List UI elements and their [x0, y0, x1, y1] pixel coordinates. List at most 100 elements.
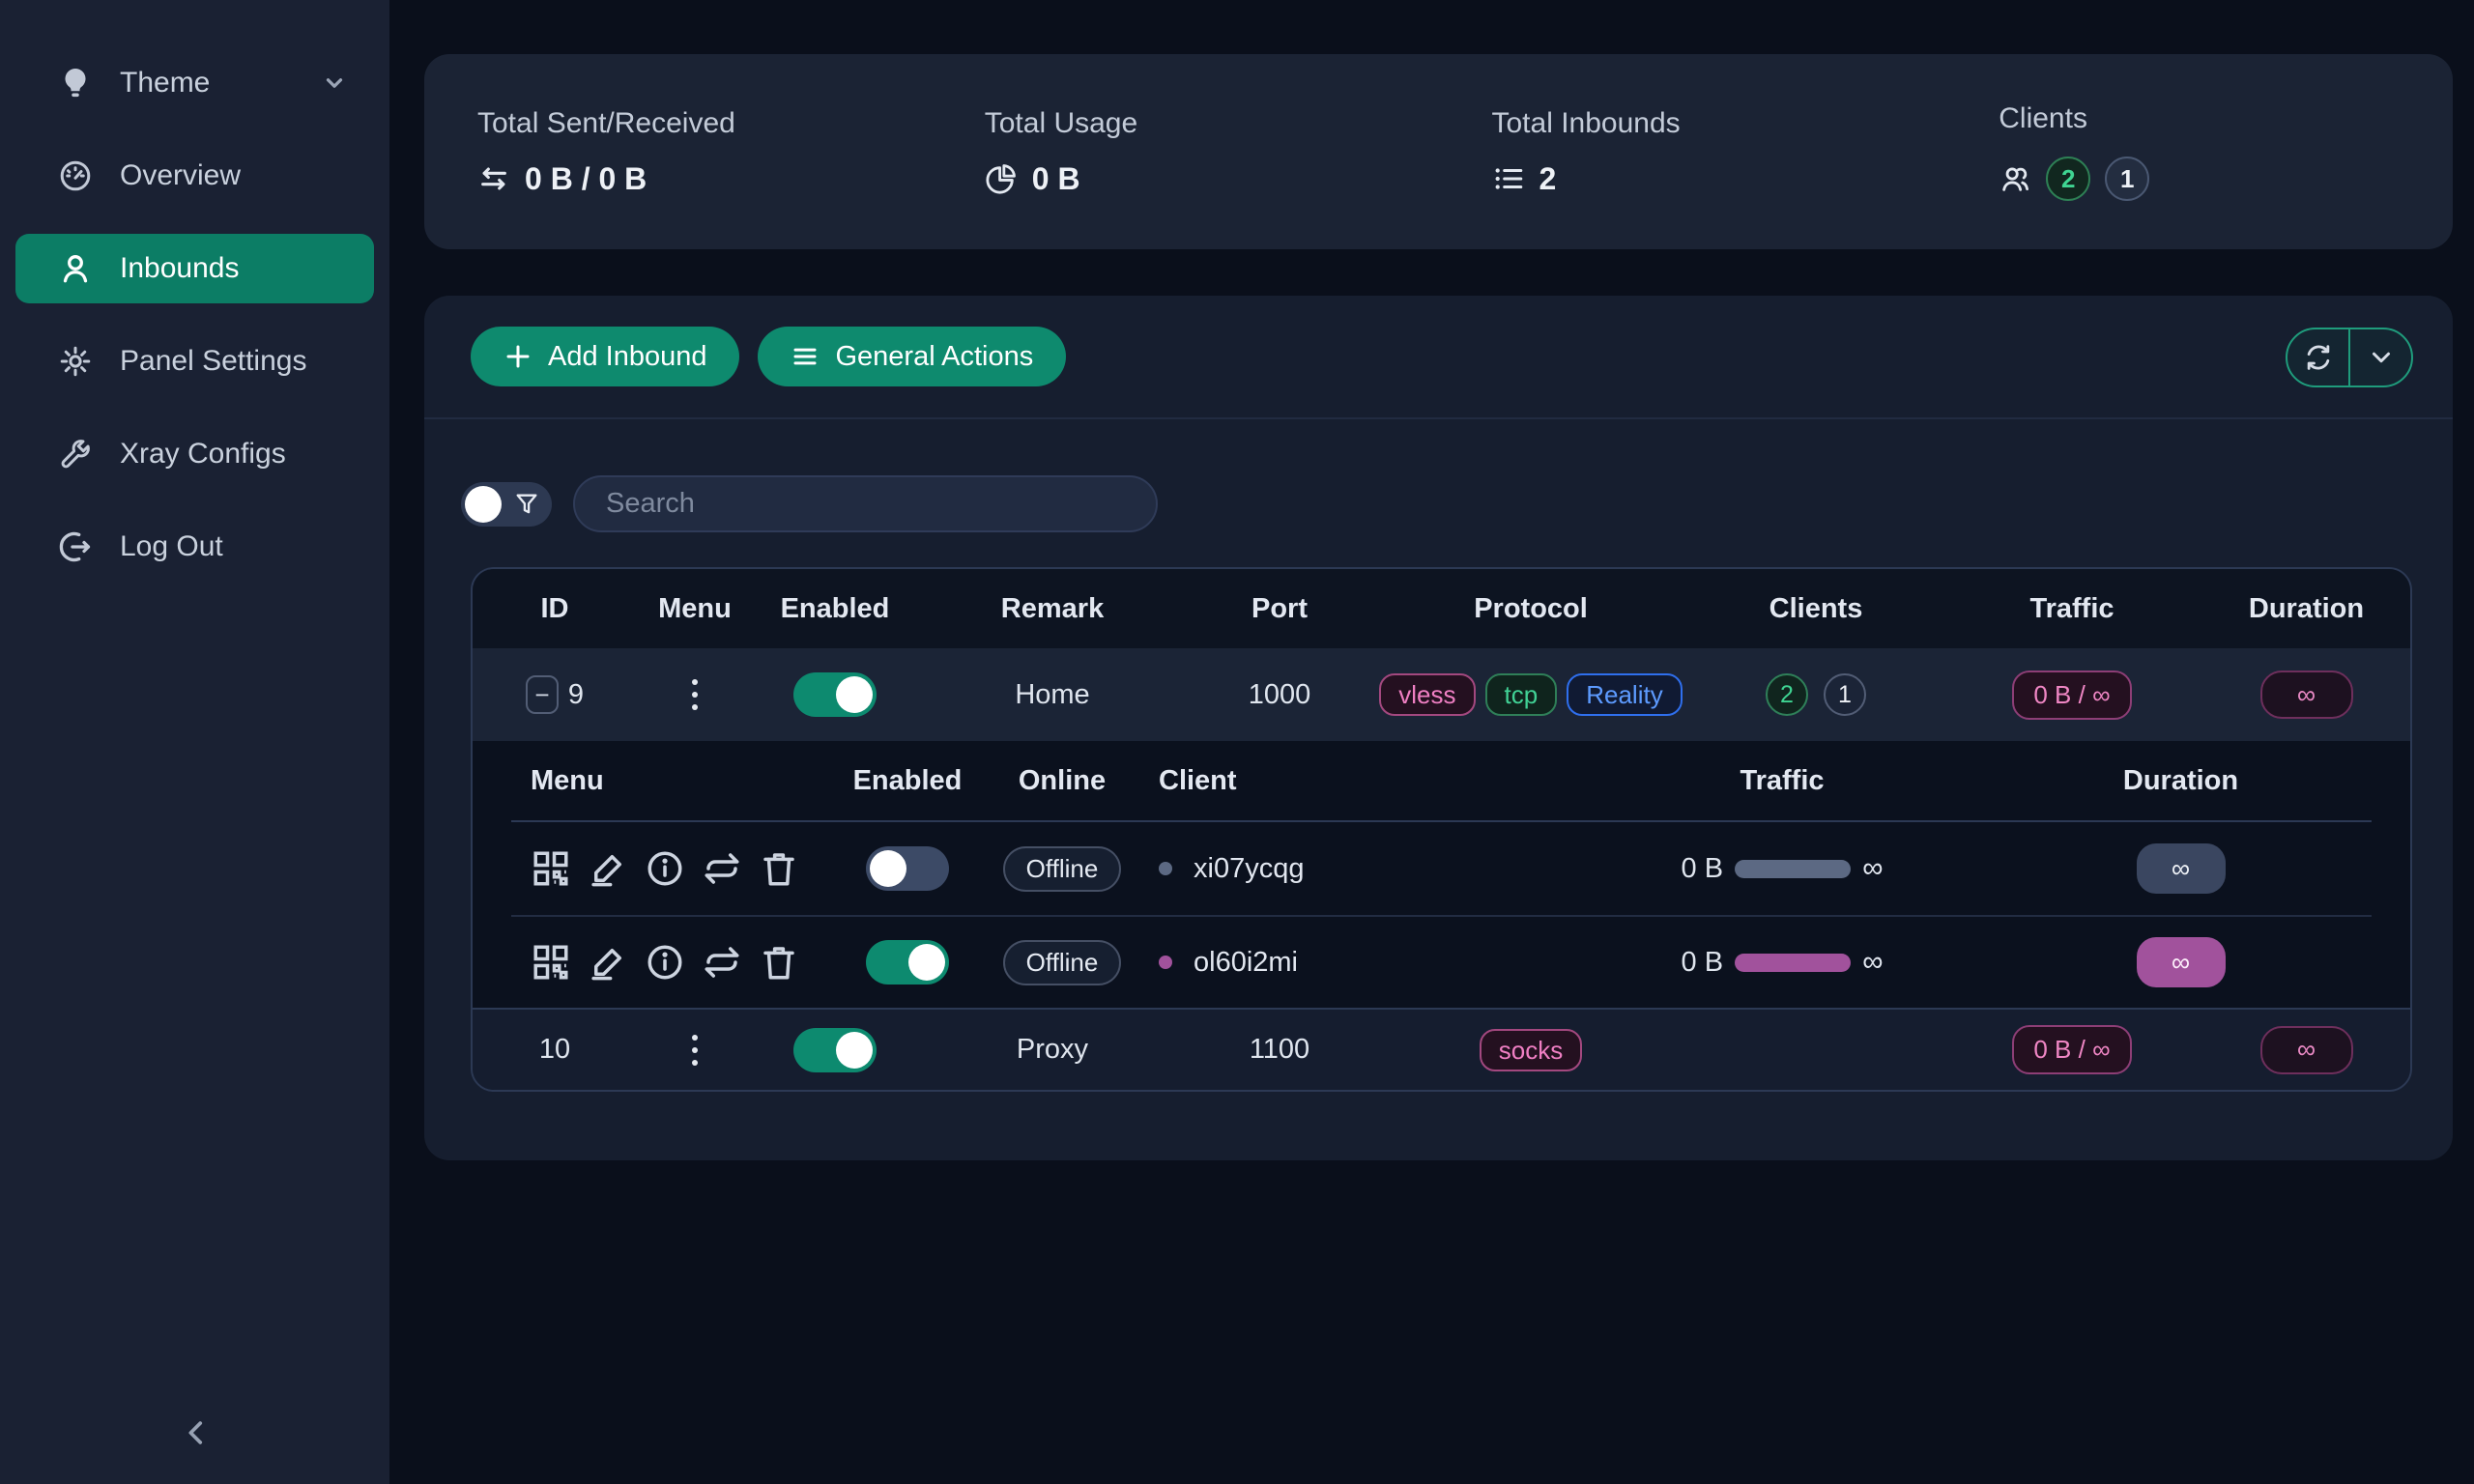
client-sub-table: Menu Enabled Online Client Traffic Durat…	[473, 741, 2410, 1008]
list-icon	[1492, 162, 1525, 195]
stat-total-inbounds: Total Inbounds 2	[1439, 107, 1946, 197]
inbounds-panel: Add Inbound General Actions	[424, 296, 2453, 1160]
chevron-left-icon	[188, 1421, 203, 1444]
traffic-badge: 0 B / ∞	[2012, 1025, 2132, 1074]
qrcode-icon[interactable]	[531, 848, 571, 889]
gear-icon	[58, 344, 93, 379]
trash-icon[interactable]	[759, 848, 799, 889]
online-status-badge: Offline	[1002, 939, 1122, 985]
sidebar-item-inbounds[interactable]: Inbounds	[15, 234, 374, 303]
sidebar-item-label: Inbounds	[120, 252, 240, 284]
stat-label: Total Usage	[984, 106, 1138, 139]
chevron-down-icon	[2372, 352, 2390, 363]
header-duration: Duration	[2122, 764, 2239, 796]
header-remark: Remark	[1000, 592, 1105, 624]
stat-clients: Clients 2 1	[1945, 102, 2453, 201]
table-row-inbound-9: − 9 Home 1000 vless tcp Reality 2 1 0 B …	[473, 648, 2410, 741]
row-menu-button[interactable]	[686, 673, 704, 716]
header-online: Online	[1018, 764, 1107, 796]
stat-value: 0 B / 0 B	[525, 160, 647, 196]
qrcode-icon[interactable]	[531, 942, 571, 983]
sidebar-item-logout[interactable]: Log Out	[15, 512, 374, 582]
traffic-progress-bar	[1735, 859, 1852, 878]
header-port: Port	[1251, 592, 1308, 624]
logout-icon	[58, 529, 93, 564]
trash-icon[interactable]	[759, 942, 799, 983]
theme-label: Theme	[120, 67, 211, 99]
info-icon[interactable]	[645, 848, 685, 889]
inbound-port: 1100	[1249, 1034, 1310, 1065]
stat-value: 0 B	[1031, 160, 1080, 196]
clients-online-badge: 2	[1766, 673, 1808, 716]
theme-selector[interactable]: Theme	[15, 48, 374, 118]
reset-traffic-icon[interactable]	[702, 942, 742, 983]
client-name: xi07ycqg	[1194, 852, 1305, 884]
client-color-dot	[1159, 956, 1172, 969]
menu-lines-icon	[791, 342, 820, 371]
clients-online-badge: 2	[2046, 157, 2091, 201]
traffic-progress-bar	[1735, 953, 1852, 972]
traffic-used: 0 B	[1681, 852, 1724, 884]
client-name: ol60i2mi	[1194, 946, 1298, 978]
refresh-icon	[2307, 345, 2329, 370]
sidebar: Theme Overview Inbounds Panel Settings X…	[0, 0, 389, 1484]
client-row-xi07ycqg: Offline xi07ycqg 0 B ∞ ∞	[511, 822, 2372, 915]
refresh-button[interactable]	[2287, 329, 2350, 385]
header-traffic: Traffic	[2029, 592, 2114, 624]
pie-chart-icon	[985, 162, 1018, 195]
client-enabled-toggle[interactable]	[866, 940, 949, 985]
lightbulb-icon	[58, 66, 93, 100]
refresh-interval-dropdown[interactable]	[2350, 329, 2411, 385]
inbound-id: 10	[538, 1034, 571, 1065]
filter-toggle[interactable]	[461, 481, 552, 527]
duration-badge: ∞	[2136, 937, 2226, 987]
edit-icon[interactable]	[588, 942, 628, 983]
collapse-row-button[interactable]: −	[525, 675, 559, 714]
filter-funnel-icon	[513, 491, 540, 518]
header-duration: Duration	[2248, 592, 2365, 624]
header-clients: Clients	[1769, 592, 1863, 624]
traffic-used: 0 B	[1681, 946, 1724, 978]
sidebar-item-label: Panel Settings	[120, 345, 307, 377]
reset-traffic-icon[interactable]	[702, 848, 742, 889]
chevron-down-icon	[322, 71, 347, 96]
duration-badge: ∞	[2136, 843, 2226, 894]
protocol-badge: vless	[1379, 673, 1476, 716]
protocol-badge: Reality	[1567, 673, 1683, 716]
sidebar-item-overview[interactable]: Overview	[15, 141, 374, 211]
stat-sent-received: Total Sent/Received 0 B / 0 B	[424, 107, 932, 197]
wrench-icon	[58, 437, 93, 471]
inbound-id: 9	[567, 678, 585, 710]
client-color-dot	[1159, 862, 1172, 875]
info-icon[interactable]	[645, 942, 685, 983]
main-content: Total Sent/Received 0 B / 0 B Total Usag…	[389, 0, 2474, 1484]
plus-icon	[503, 342, 532, 371]
inbound-enabled-toggle[interactable]	[793, 1027, 877, 1072]
traffic-limit: ∞	[1862, 946, 1884, 978]
edit-icon[interactable]	[588, 848, 628, 889]
stat-label: Total Inbounds	[1491, 106, 1681, 139]
clients-total-badge: 1	[1824, 673, 1866, 716]
general-actions-button[interactable]: General Actions	[758, 327, 1067, 386]
inbound-port: 1000	[1248, 678, 1311, 710]
add-inbound-button[interactable]: Add Inbound	[471, 327, 740, 386]
sidebar-item-label: Xray Configs	[120, 438, 286, 470]
sidebar-item-xray-configs[interactable]: Xray Configs	[15, 419, 374, 489]
person-icon	[58, 251, 93, 286]
protocol-badge: tcp	[1484, 673, 1558, 716]
duration-badge: ∞	[2259, 1025, 2353, 1074]
sidebar-item-label: Overview	[120, 159, 242, 191]
table-header-row: ID Menu Enabled Remark Port Protocol Cli…	[473, 569, 2410, 648]
sidebar-item-panel-settings[interactable]: Panel Settings	[15, 327, 374, 396]
sidebar-collapse-button[interactable]	[162, 1399, 230, 1467]
inbound-enabled-toggle[interactable]	[793, 672, 877, 717]
header-menu: Menu	[658, 592, 732, 624]
clients-total-badge: 1	[2105, 157, 2150, 201]
row-menu-button[interactable]	[686, 1029, 704, 1071]
search-input[interactable]	[573, 475, 1158, 532]
online-status-badge: Offline	[1002, 845, 1122, 892]
duration-badge: ∞	[2259, 671, 2353, 719]
stats-card: Total Sent/Received 0 B / 0 B Total Usag…	[424, 54, 2453, 249]
client-enabled-toggle[interactable]	[866, 846, 949, 891]
header-id: ID	[540, 592, 569, 624]
